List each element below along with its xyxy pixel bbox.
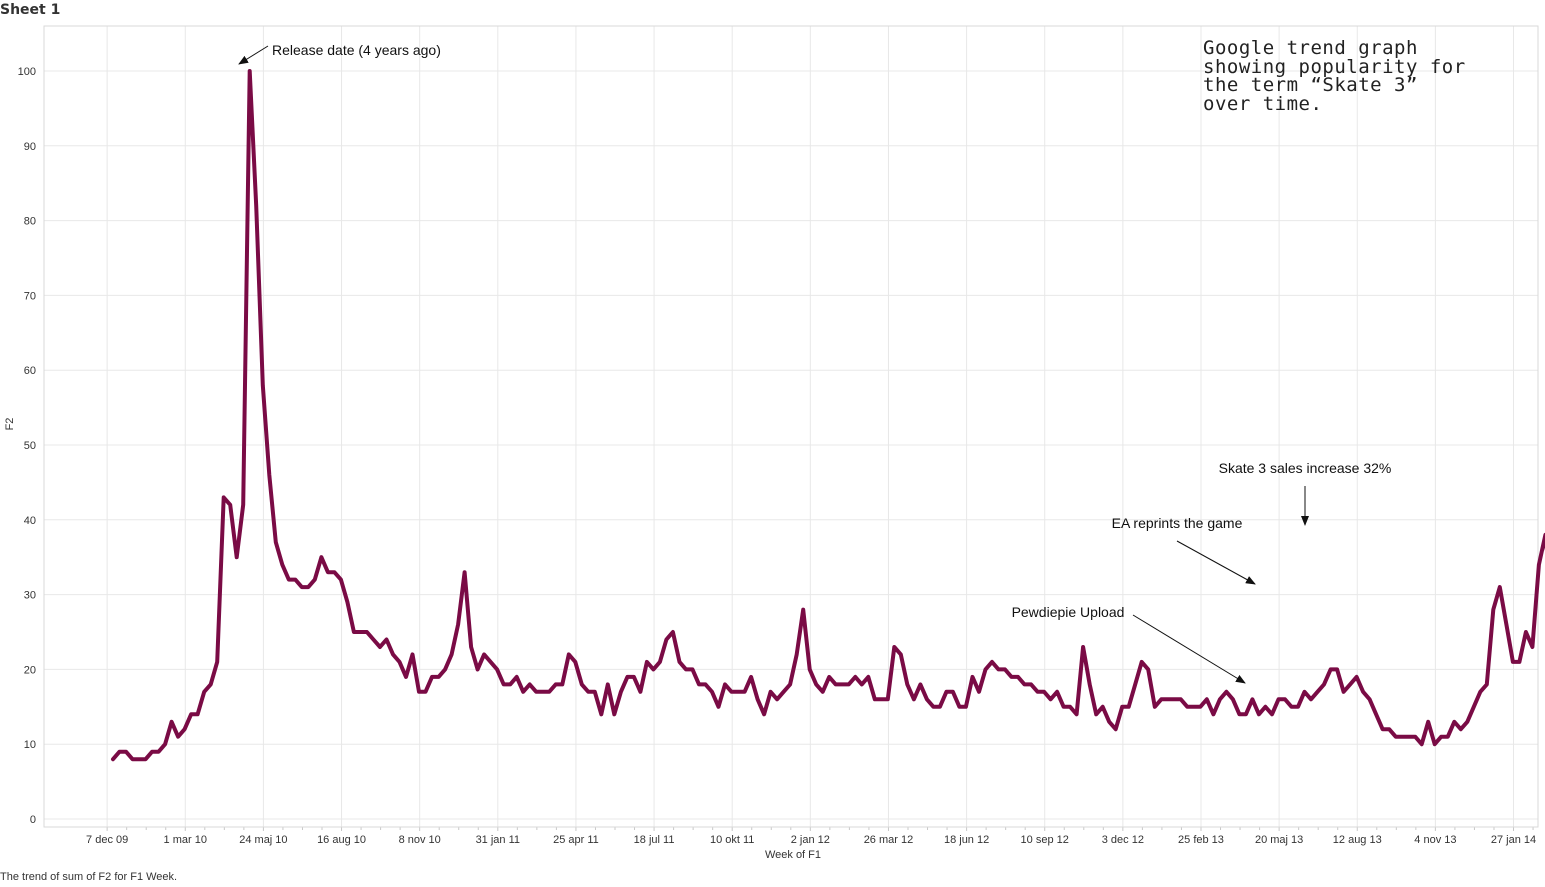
- note-line-2: showing popularity for: [1203, 56, 1466, 78]
- x-tick-label: 8 nov 10: [399, 834, 441, 846]
- plot-frame: [43, 25, 1539, 828]
- annotation-label: Skate 3 sales increase 32%: [1219, 460, 1392, 476]
- sheet-title: Sheet 1: [0, 2, 61, 18]
- note-line-1: Google trend graph: [1203, 37, 1418, 59]
- x-tick-label: 2 jan 12: [791, 834, 830, 846]
- x-tick-label: 18 jul 11: [634, 834, 675, 846]
- y-tick-label: 80: [24, 216, 36, 228]
- gridlines: [44, 26, 1538, 827]
- annotations: Release date (4 years ago) Skate 3 sales …: [238, 42, 1392, 684]
- x-tick-label: 20 maj 13: [1255, 834, 1303, 846]
- x-tick-label: 10 sep 12: [1021, 834, 1069, 846]
- y-tick-label: 70: [24, 290, 36, 302]
- x-tick-label: 24 maj 10: [239, 834, 287, 846]
- x-tick-label: 25 apr 11: [553, 834, 599, 846]
- x-tick-label: 4 nov 13: [1414, 834, 1456, 846]
- y-tick-label: 20: [24, 664, 36, 676]
- annotation-arrow: [1132, 614, 1246, 684]
- annotation-label: Release date (4 years ago): [272, 42, 441, 58]
- x-tick-label: 26 mar 12: [864, 834, 914, 846]
- note-line-4: over time.: [1203, 93, 1322, 115]
- annotation-label: EA reprints the game: [1112, 515, 1243, 531]
- annotation-label: Pewdiepie Upload: [1012, 604, 1125, 620]
- x-tick-label: 27 jan 14: [1491, 834, 1536, 846]
- series-line: [111, 69, 1545, 762]
- x-tick-label: 12 aug 13: [1333, 834, 1382, 846]
- y-axis-ticks: 0 10 20 30 40 50 60 70 80 90 100: [18, 66, 36, 826]
- x-tick-label: 18 jun 12: [944, 834, 989, 846]
- x-axis-ticks: 7 dec 09 1 mar 10 24 maj 10 16 aug 10 8 nov …: [86, 827, 1536, 846]
- x-tick-label: 10 okt 11: [710, 834, 754, 846]
- x-tick-label: 25 feb 13: [1178, 834, 1224, 846]
- y-tick-label: 60: [24, 365, 36, 377]
- chart-note: Google trend graph showing popularity fo…: [1203, 37, 1466, 115]
- x-tick-label: 31 jan 11: [476, 834, 520, 846]
- y-tick-label: 90: [24, 141, 36, 153]
- annotation-arrow: [238, 45, 269, 65]
- y-axis-title: F2: [4, 418, 16, 431]
- y-tick-label: 100: [18, 66, 36, 78]
- y-tick-label: 50: [24, 440, 36, 452]
- annotation-arrow: [1176, 540, 1256, 585]
- x-tick-label: 1 mar 10: [164, 834, 207, 846]
- chart-caption: The trend of sum of F2 for F1 Week.: [0, 871, 178, 883]
- x-tick-label: 3 dec 12: [1102, 834, 1144, 846]
- x-axis-title: Week of F1: [765, 849, 821, 861]
- y-tick-label: 40: [24, 515, 36, 527]
- y-tick-label: 0: [30, 814, 36, 826]
- x-tick-label: 16 aug 10: [317, 834, 366, 846]
- x-tick-label: 7 dec 09: [86, 834, 128, 846]
- y-tick-label: 30: [24, 590, 36, 602]
- y-tick-label: 10: [24, 739, 36, 751]
- note-line-3: the term “Skate 3”: [1203, 74, 1418, 96]
